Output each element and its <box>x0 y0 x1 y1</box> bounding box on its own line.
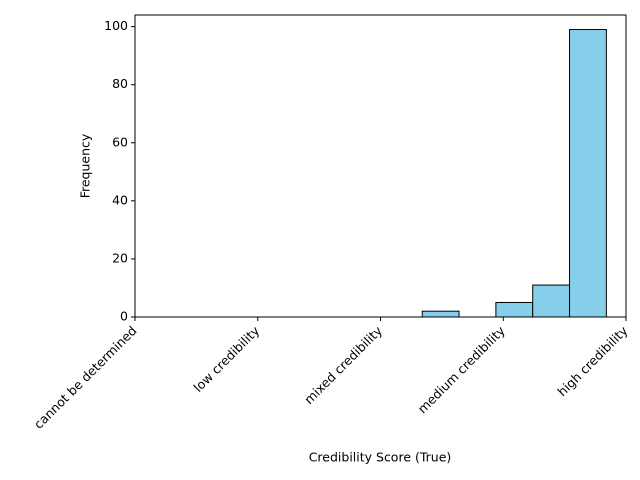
y-tick-label: 0 <box>120 309 128 324</box>
x-tick-label: high credibility <box>554 323 631 400</box>
x-tick-label: mixed credibility <box>301 323 385 407</box>
y-tick-label: 60 <box>112 134 128 149</box>
y-tick-label: 100 <box>104 18 128 33</box>
x-axis-label: Credibility Score (True) <box>309 450 452 465</box>
bar <box>421 310 460 318</box>
bar <box>569 29 607 318</box>
x-tick-label: medium credibility <box>415 323 509 417</box>
bar <box>495 301 534 318</box>
x-tick-label: cannot be determined <box>31 323 140 432</box>
y-tick-label: 40 <box>112 192 128 207</box>
y-tick-label: 80 <box>112 76 128 91</box>
y-tick-label: 20 <box>112 250 128 265</box>
y-axis-label: Frequency <box>78 133 93 198</box>
x-tick-label: low credibility <box>190 323 262 395</box>
bar <box>532 284 571 318</box>
plot-frame <box>134 14 627 318</box>
